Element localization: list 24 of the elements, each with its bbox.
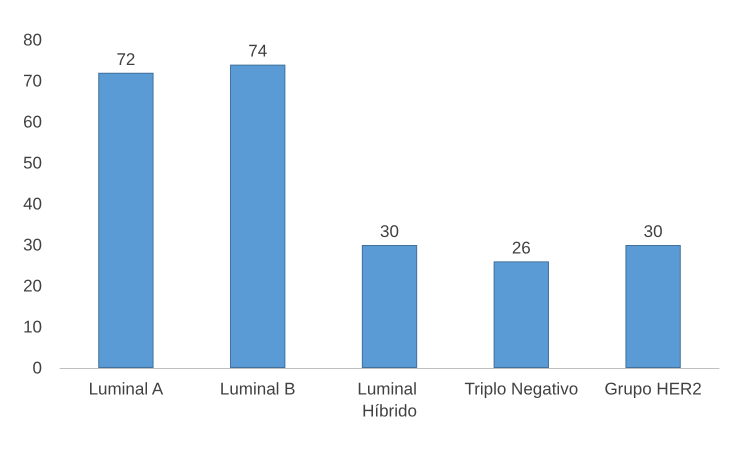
data-label: 26 — [512, 238, 531, 258]
data-label: 30 — [380, 222, 399, 241]
bar — [362, 245, 418, 368]
y-tick-label: 20 — [23, 276, 42, 296]
data-label: 74 — [248, 42, 268, 61]
data-label: 30 — [644, 222, 663, 241]
x-tick-label: Triplo Negativo — [464, 380, 578, 398]
x-tick-label: Grupo HER2 — [604, 380, 702, 398]
y-tick-label: 10 — [23, 318, 42, 336]
bar — [494, 261, 549, 368]
bar — [98, 72, 154, 368]
y-tick-label: 30 — [23, 236, 42, 254]
data-label: 72 — [116, 50, 136, 69]
x-tick-label: Luminal B — [220, 380, 296, 398]
x-tick-label: Luminal Híbrido — [357, 380, 422, 420]
y-tick-label: 70 — [23, 72, 42, 90]
y-tick-label: 50 — [23, 154, 42, 172]
x-tick-label: Luminal A — [88, 380, 164, 398]
y-tick-label: 80 — [23, 30, 42, 50]
y-tick-label: 40 — [23, 194, 42, 214]
bar — [230, 64, 286, 368]
y-tick-label: 0 — [32, 358, 42, 378]
bar — [625, 245, 681, 368]
y-tick-label: 60 — [23, 112, 42, 132]
